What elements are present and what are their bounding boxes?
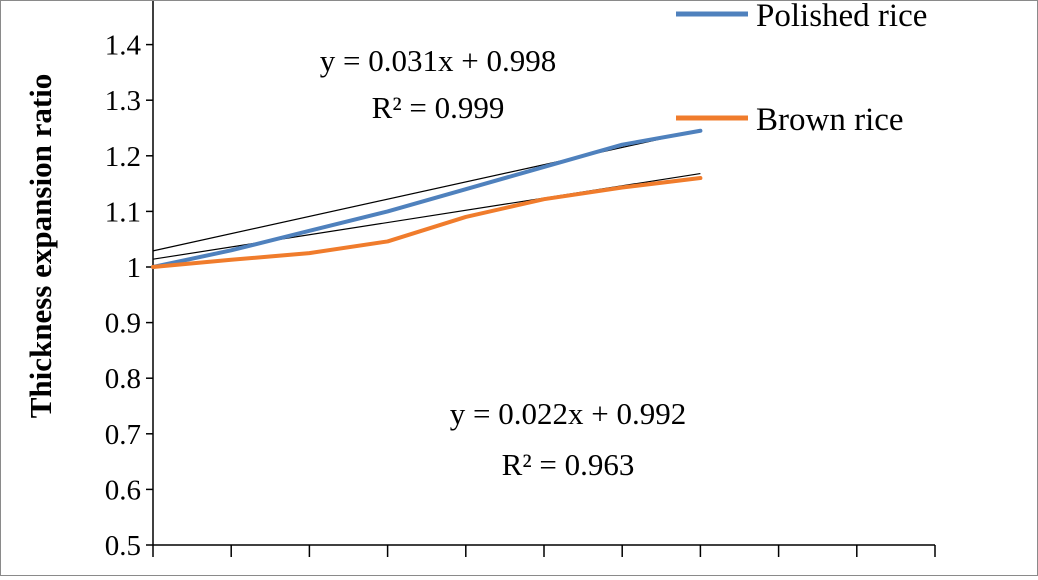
y-tick-label: 1.3	[105, 85, 141, 117]
y-tick-label: 1.4	[105, 30, 142, 62]
y-tick-label: 0.5	[105, 530, 141, 562]
legend-label-brown-rice: Brown rice	[756, 102, 904, 138]
y-tick-label: 1	[127, 252, 142, 284]
y-tick-label: 1.2	[105, 141, 141, 173]
series-line-polished-rice	[151, 128, 703, 269]
y-tick-label: 0.7	[105, 419, 141, 451]
axes	[146, 1, 936, 557]
legend-label-polished-rice: Polished rice	[756, 1, 927, 34]
legend: Polished rice Brown rice	[676, 0, 927, 138]
y-tick-label: 1.1	[105, 196, 141, 228]
trendline-equation-polished: y = 0.031x + 0.998	[320, 43, 556, 78]
trendline-r2-brown: R² = 0.963	[502, 447, 635, 482]
series-line-brown-rice	[151, 176, 703, 269]
y-tick-label: 0.9	[105, 308, 141, 340]
trendline-r2-polished: R² = 0.999	[372, 90, 505, 125]
trendline-equation-brown: y = 0.022x + 0.992	[450, 396, 686, 431]
trendline-annotation-polished: y = 0.031x + 0.998 R² = 0.999	[320, 43, 556, 125]
y-tick-label: 0.8	[105, 363, 141, 395]
y-axis-label: Thickness expansion ratio	[23, 74, 58, 419]
series-lines	[151, 128, 703, 269]
y-tick-label: 0.6	[105, 474, 141, 506]
trendlines	[152, 129, 701, 260]
y-tick-labels: 0.5 0.6 0.7 0.8 0.9 1 1.1 1.2 1.3 1.4	[105, 30, 142, 562]
trendline-annotation-brown: y = 0.022x + 0.992 R² = 0.963	[450, 396, 686, 482]
trendline-polished-rice	[152, 129, 701, 252]
